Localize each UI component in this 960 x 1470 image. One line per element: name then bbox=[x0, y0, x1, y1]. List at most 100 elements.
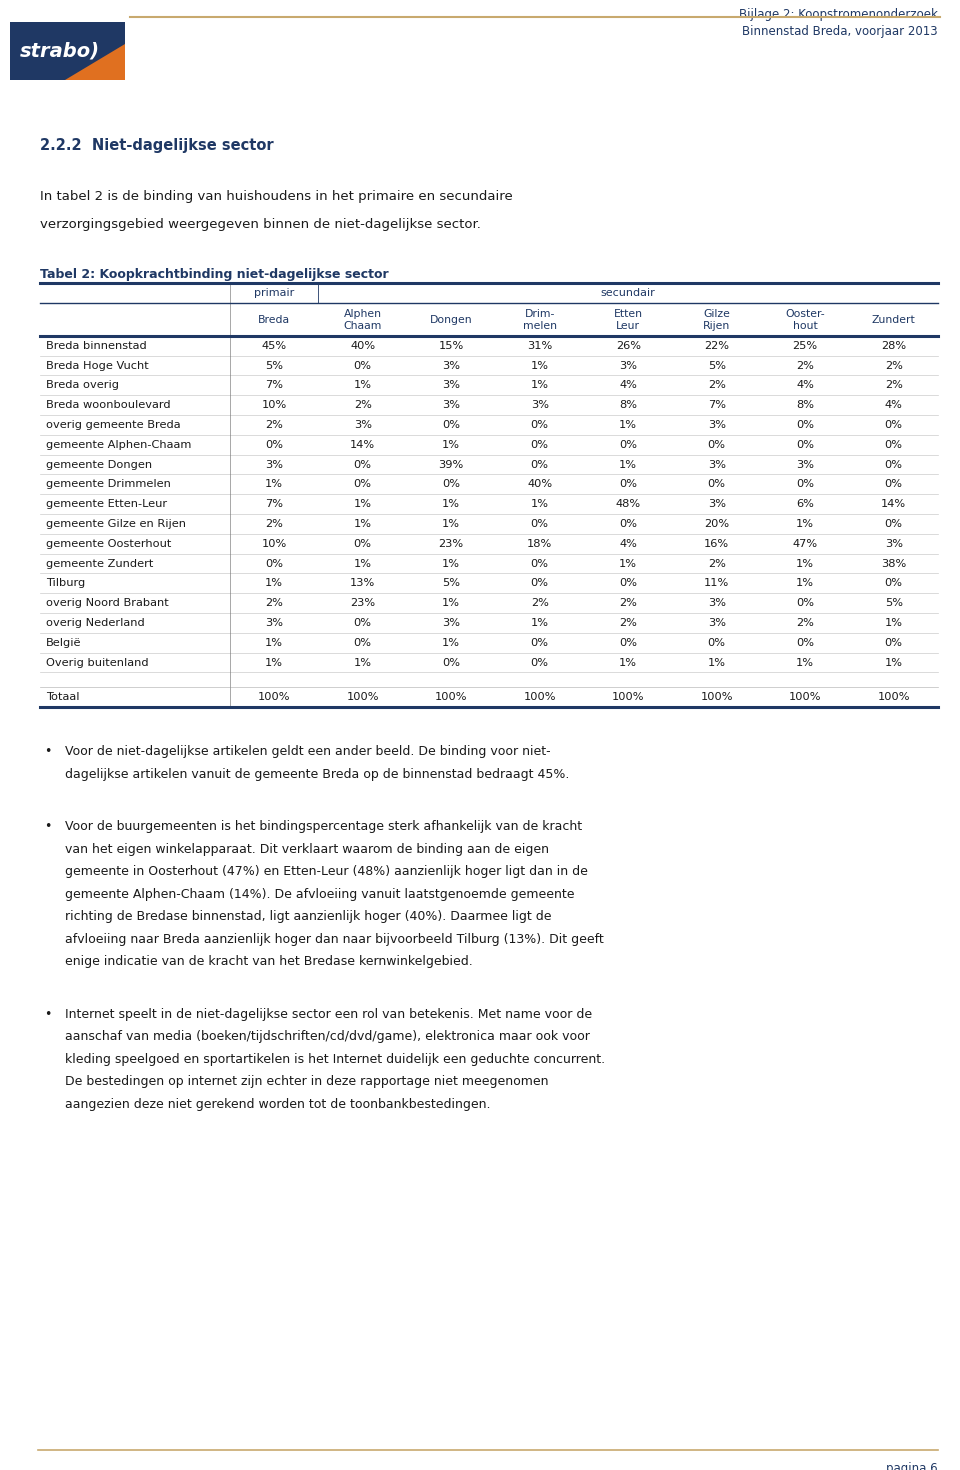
Text: Dongen: Dongen bbox=[430, 315, 472, 325]
Text: Breda Hoge Vucht: Breda Hoge Vucht bbox=[46, 360, 149, 370]
Text: 5%: 5% bbox=[443, 578, 460, 588]
Text: 0%: 0% bbox=[531, 519, 549, 529]
Text: 2%: 2% bbox=[885, 381, 902, 391]
Text: Voor de buurgemeenten is het bindingspercentage sterk afhankelijk van de kracht: Voor de buurgemeenten is het bindingsper… bbox=[65, 820, 582, 833]
Text: 18%: 18% bbox=[527, 539, 552, 548]
Text: 5%: 5% bbox=[265, 360, 283, 370]
Text: strabo): strabo) bbox=[20, 41, 100, 60]
Text: 1%: 1% bbox=[265, 578, 283, 588]
Text: 0%: 0% bbox=[443, 479, 460, 490]
Text: 0%: 0% bbox=[353, 360, 372, 370]
Text: 25%: 25% bbox=[793, 341, 818, 351]
Text: 0%: 0% bbox=[353, 479, 372, 490]
Polygon shape bbox=[10, 22, 125, 79]
Text: dagelijkse artikelen vanuit de gemeente Breda op de binnenstad bedraagt 45%.: dagelijkse artikelen vanuit de gemeente … bbox=[65, 767, 569, 781]
Text: 2%: 2% bbox=[708, 559, 726, 569]
Text: 0%: 0% bbox=[885, 578, 902, 588]
Text: 39%: 39% bbox=[439, 460, 464, 469]
Text: 20%: 20% bbox=[705, 519, 730, 529]
Text: 8%: 8% bbox=[619, 400, 637, 410]
Text: België: België bbox=[46, 638, 82, 648]
Text: 100%: 100% bbox=[701, 692, 733, 703]
Text: gemeente Etten-Leur: gemeente Etten-Leur bbox=[46, 500, 167, 509]
Text: 1%: 1% bbox=[796, 559, 814, 569]
Text: 0%: 0% bbox=[796, 440, 814, 450]
Text: 1%: 1% bbox=[443, 519, 460, 529]
Text: De bestedingen op internet zijn echter in deze rapportage niet meegenomen: De bestedingen op internet zijn echter i… bbox=[65, 1075, 548, 1088]
Text: 1%: 1% bbox=[531, 617, 549, 628]
Text: primair: primair bbox=[254, 288, 295, 298]
Text: gemeente Oosterhout: gemeente Oosterhout bbox=[46, 539, 172, 548]
Text: 8%: 8% bbox=[796, 400, 814, 410]
Text: 1%: 1% bbox=[353, 657, 372, 667]
Text: 3%: 3% bbox=[708, 617, 726, 628]
Text: secundair: secundair bbox=[601, 288, 656, 298]
Text: 40%: 40% bbox=[350, 341, 375, 351]
Text: 4%: 4% bbox=[619, 539, 637, 548]
Text: 100%: 100% bbox=[258, 692, 291, 703]
Text: 2%: 2% bbox=[619, 617, 637, 628]
Text: 0%: 0% bbox=[885, 460, 902, 469]
Text: 0%: 0% bbox=[619, 479, 637, 490]
Text: 2.2.2  Niet-dagelijkse sector: 2.2.2 Niet-dagelijkse sector bbox=[40, 138, 274, 153]
Text: 100%: 100% bbox=[523, 692, 556, 703]
Text: richting de Bredase binnenstad, ligt aanzienlijk hoger (40%). Daarmee ligt de: richting de Bredase binnenstad, ligt aan… bbox=[65, 910, 551, 923]
Text: Breda binnenstad: Breda binnenstad bbox=[46, 341, 147, 351]
Text: 3%: 3% bbox=[353, 420, 372, 429]
Text: 0%: 0% bbox=[531, 559, 549, 569]
Text: 0%: 0% bbox=[885, 440, 902, 450]
Text: aanschaf van media (boeken/tijdschriften/cd/dvd/game), elektronica maar ook voor: aanschaf van media (boeken/tijdschriften… bbox=[65, 1030, 589, 1044]
Text: 3%: 3% bbox=[443, 360, 460, 370]
Text: Breda: Breda bbox=[258, 315, 290, 325]
Text: 4%: 4% bbox=[796, 381, 814, 391]
Text: 0%: 0% bbox=[531, 578, 549, 588]
Text: 3%: 3% bbox=[443, 400, 460, 410]
Text: 1%: 1% bbox=[619, 657, 637, 667]
Text: 14%: 14% bbox=[350, 440, 375, 450]
Text: In tabel 2 is de binding van huishoudens in het primaire en secundaire: In tabel 2 is de binding van huishoudens… bbox=[40, 190, 513, 203]
Text: Voor de niet-dagelijkse artikelen geldt een ander beeld. De binding voor niet-: Voor de niet-dagelijkse artikelen geldt … bbox=[65, 745, 551, 759]
Text: 1%: 1% bbox=[265, 479, 283, 490]
Text: 3%: 3% bbox=[443, 381, 460, 391]
Text: Breda overig: Breda overig bbox=[46, 381, 119, 391]
Text: Etten
Leur: Etten Leur bbox=[613, 309, 643, 331]
Text: 1%: 1% bbox=[265, 638, 283, 648]
Text: 0%: 0% bbox=[619, 440, 637, 450]
Text: 2%: 2% bbox=[265, 420, 283, 429]
Text: 1%: 1% bbox=[885, 657, 902, 667]
Text: 1%: 1% bbox=[353, 559, 372, 569]
Text: 2%: 2% bbox=[796, 617, 814, 628]
Text: Ooster-
hout: Ooster- hout bbox=[785, 309, 825, 331]
Text: 1%: 1% bbox=[708, 657, 726, 667]
Text: 0%: 0% bbox=[531, 420, 549, 429]
Text: 1%: 1% bbox=[443, 559, 460, 569]
Text: enige indicatie van de kracht van het Bredase kernwinkelgebied.: enige indicatie van de kracht van het Br… bbox=[65, 956, 472, 969]
Text: 5%: 5% bbox=[708, 360, 726, 370]
Text: 1%: 1% bbox=[443, 638, 460, 648]
Text: Gilze
Rijen: Gilze Rijen bbox=[703, 309, 731, 331]
Text: 15%: 15% bbox=[439, 341, 464, 351]
Text: 23%: 23% bbox=[439, 539, 464, 548]
Text: 1%: 1% bbox=[796, 578, 814, 588]
Text: 1%: 1% bbox=[531, 381, 549, 391]
Text: 100%: 100% bbox=[877, 692, 910, 703]
Text: Tabel 2: Koopkrachtbinding niet-dagelijkse sector: Tabel 2: Koopkrachtbinding niet-dagelijk… bbox=[40, 269, 389, 281]
Text: 0%: 0% bbox=[353, 638, 372, 648]
Text: 3%: 3% bbox=[531, 400, 549, 410]
Text: 0%: 0% bbox=[531, 657, 549, 667]
Text: gemeente Alphen-Chaam (14%). De afvloeiing vanuit laatstgenoemde gemeente: gemeente Alphen-Chaam (14%). De afvloeii… bbox=[65, 888, 574, 901]
Text: 3%: 3% bbox=[708, 420, 726, 429]
Text: 3%: 3% bbox=[443, 617, 460, 628]
Text: Zundert: Zundert bbox=[872, 315, 916, 325]
Text: gemeente Gilze en Rijen: gemeente Gilze en Rijen bbox=[46, 519, 186, 529]
Text: 0%: 0% bbox=[708, 440, 726, 450]
Text: 100%: 100% bbox=[435, 692, 468, 703]
Text: 28%: 28% bbox=[881, 341, 906, 351]
Text: 0%: 0% bbox=[885, 479, 902, 490]
Text: 3%: 3% bbox=[885, 539, 902, 548]
Text: 0%: 0% bbox=[796, 598, 814, 609]
Text: aangezien deze niet gerekend worden tot de toonbankbestedingen.: aangezien deze niet gerekend worden tot … bbox=[65, 1098, 491, 1111]
Text: kleding speelgoed en sportartikelen is het Internet duidelijk een geduchte concu: kleding speelgoed en sportartikelen is h… bbox=[65, 1053, 605, 1066]
Text: 1%: 1% bbox=[443, 440, 460, 450]
Text: 0%: 0% bbox=[619, 519, 637, 529]
